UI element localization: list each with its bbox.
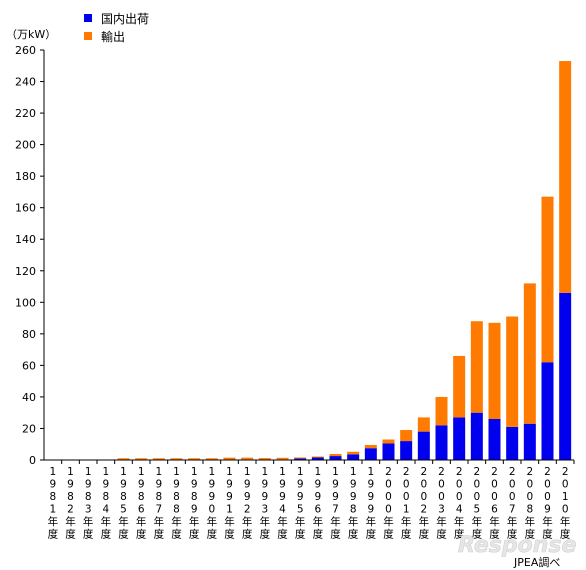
bar-export-2008年度	[523, 283, 536, 424]
legend-label-export: 輸出	[101, 29, 125, 44]
x-tick-label: 1 9 8 2 年度	[65, 466, 76, 541]
x-tick-label: 2 0 0 7 年度	[507, 466, 518, 541]
x-tick-label: 2 0 0 2 年度	[419, 466, 430, 541]
y-tick-label: 200	[15, 139, 36, 152]
y-tick-label: 40	[22, 391, 36, 404]
x-tick-label: 1 9 9 9 年度	[366, 466, 377, 541]
legend-swatch-export	[84, 32, 92, 40]
bar-domestic-2008年度	[523, 423, 536, 460]
bar-export-2004年度	[453, 355, 466, 418]
x-axis-labels: 1 9 8 1 年度 1 9 8 2 年度 1 9 8 3 年度 1 9 8 4 年度 1 9 8 5 年度 1 9 8 6 年度 1 9 8 7…	[48, 460, 575, 541]
x-tick-label: 2 0 0 6 年度	[489, 466, 500, 541]
bar-export-1989年度	[188, 458, 201, 460]
x-tick-label: 2 0 0 1 年度	[401, 466, 412, 541]
x-tick-label: 1 9 9 8 年度	[348, 466, 359, 541]
bar-export-1990年度	[205, 458, 218, 460]
x-tick-label: 1 9 9 1 年度	[224, 466, 235, 541]
bar-export-1986年度	[135, 458, 148, 460]
bar-export-1992年度	[241, 457, 254, 460]
x-tick-label: 1 9 9 2 年度	[242, 466, 253, 541]
x-tick-label: 1 9 8 4 年度	[101, 466, 112, 541]
y-tick-label: 80	[22, 328, 36, 341]
x-tick-label: 2 0 0 4 年度	[454, 466, 465, 541]
x-tick-label: 1 9 9 0 年度	[207, 466, 218, 541]
bar-domestic-2001年度	[400, 441, 413, 460]
bar-export-1995年度	[294, 457, 307, 459]
bar-domestic-2004年度	[453, 417, 466, 460]
x-tick-label: 1 9 9 6 年度	[313, 466, 324, 541]
bar-domestic-2009年度	[541, 362, 554, 460]
legend-label-domestic: 国内出荷	[101, 12, 149, 26]
y-tick-label: 0	[29, 454, 36, 467]
y-axis-ticks: 0 20 40 60 80 100 120 140 160 180 200 220 240 260	[15, 44, 44, 467]
bar-domestic-1998年度	[347, 454, 360, 460]
y-tick-label: 120	[15, 265, 36, 278]
bar-export-2009年度	[541, 196, 554, 363]
bar-export-1998年度	[347, 451, 360, 455]
bar-domestic-2006年度	[488, 419, 501, 460]
bar-domestic-2005年度	[470, 412, 483, 460]
x-tick-label: 2 0 0 5 年度	[472, 466, 483, 541]
bar-export-2007年度	[506, 316, 519, 427]
bar-export-1996年度	[311, 456, 324, 458]
bar-export-1988年度	[170, 458, 183, 460]
bar-export-2005年度	[470, 321, 483, 413]
bar-export-1991年度	[223, 457, 236, 460]
y-axis-unit-label: （万kW）	[6, 28, 56, 41]
bar-domestic-2000年度	[382, 443, 395, 460]
bar-export-2002年度	[417, 417, 430, 432]
bar-export-2000年度	[382, 439, 395, 444]
bar-export-1999年度	[364, 445, 377, 449]
source-note: JPEA調べ	[513, 555, 560, 569]
y-tick-label: 220	[15, 107, 36, 120]
x-tick-label: 1 9 9 4 年度	[277, 466, 288, 541]
y-tick-label: 60	[22, 359, 36, 372]
bar-export-2006年度	[488, 322, 501, 419]
bar-export-1985年度	[117, 458, 130, 460]
bar-export-1997年度	[329, 454, 342, 457]
bar-export-2010年度	[559, 61, 572, 293]
bar-domestic-2002年度	[417, 431, 430, 460]
x-tick-label: 2 0 0 0 年度	[383, 466, 394, 541]
x-tick-label: 1 9 8 1 年度	[48, 466, 59, 541]
x-tick-label: 1 9 8 7 年度	[154, 466, 165, 541]
bar-domestic-2007年度	[506, 426, 519, 460]
legend: 国内出荷 輸出	[84, 12, 149, 44]
x-tick-label: 2 0 0 8 年度	[525, 466, 536, 541]
x-tick-label: 1 9 9 5 年度	[295, 466, 306, 541]
x-tick-label: 2 0 1 0 年度	[560, 466, 571, 541]
bar-domestic-2010年度	[559, 292, 572, 460]
bar-domestic-1997年度	[329, 456, 342, 460]
bar-domestic-1996年度	[311, 457, 324, 460]
bar-export-2003年度	[435, 396, 448, 426]
bar-domestic-2003年度	[435, 425, 448, 460]
y-tick-label: 260	[15, 44, 36, 57]
x-tick-label: 1 9 8 8 年度	[171, 466, 182, 541]
x-tick-label: 1 9 8 9 年度	[189, 466, 200, 541]
x-tick-label: 1 9 8 3 年度	[83, 466, 94, 541]
y-tick-label: 100	[15, 296, 36, 309]
bar-export-1993年度	[258, 458, 271, 460]
x-tick-label: 1 9 8 6 年度	[136, 466, 147, 541]
legend-swatch-domestic	[84, 14, 92, 22]
bar-export-2001年度	[400, 430, 413, 442]
x-tick-label: 2 0 0 9 年度	[542, 466, 553, 541]
x-tick-label: 1 9 9 7 年度	[330, 466, 341, 541]
y-tick-label: 140	[15, 233, 36, 246]
bar-export-1994年度	[276, 457, 289, 460]
bar-domestic-1999年度	[364, 448, 377, 460]
x-tick-label: 1 9 9 3 年度	[260, 466, 271, 541]
y-tick-label: 20	[22, 422, 36, 435]
bar-export-1987年度	[152, 458, 165, 460]
bar-group	[117, 61, 572, 461]
bar-domestic-1995年度	[294, 458, 307, 460]
y-tick-label: 180	[15, 170, 36, 183]
x-tick-label: 2 0 0 3 年度	[436, 466, 447, 541]
y-tick-label: 160	[15, 202, 36, 215]
y-tick-label: 240	[15, 76, 36, 89]
x-tick-label: 1 9 8 5 年度	[118, 466, 129, 541]
watermark-logo: Response	[458, 533, 576, 558]
